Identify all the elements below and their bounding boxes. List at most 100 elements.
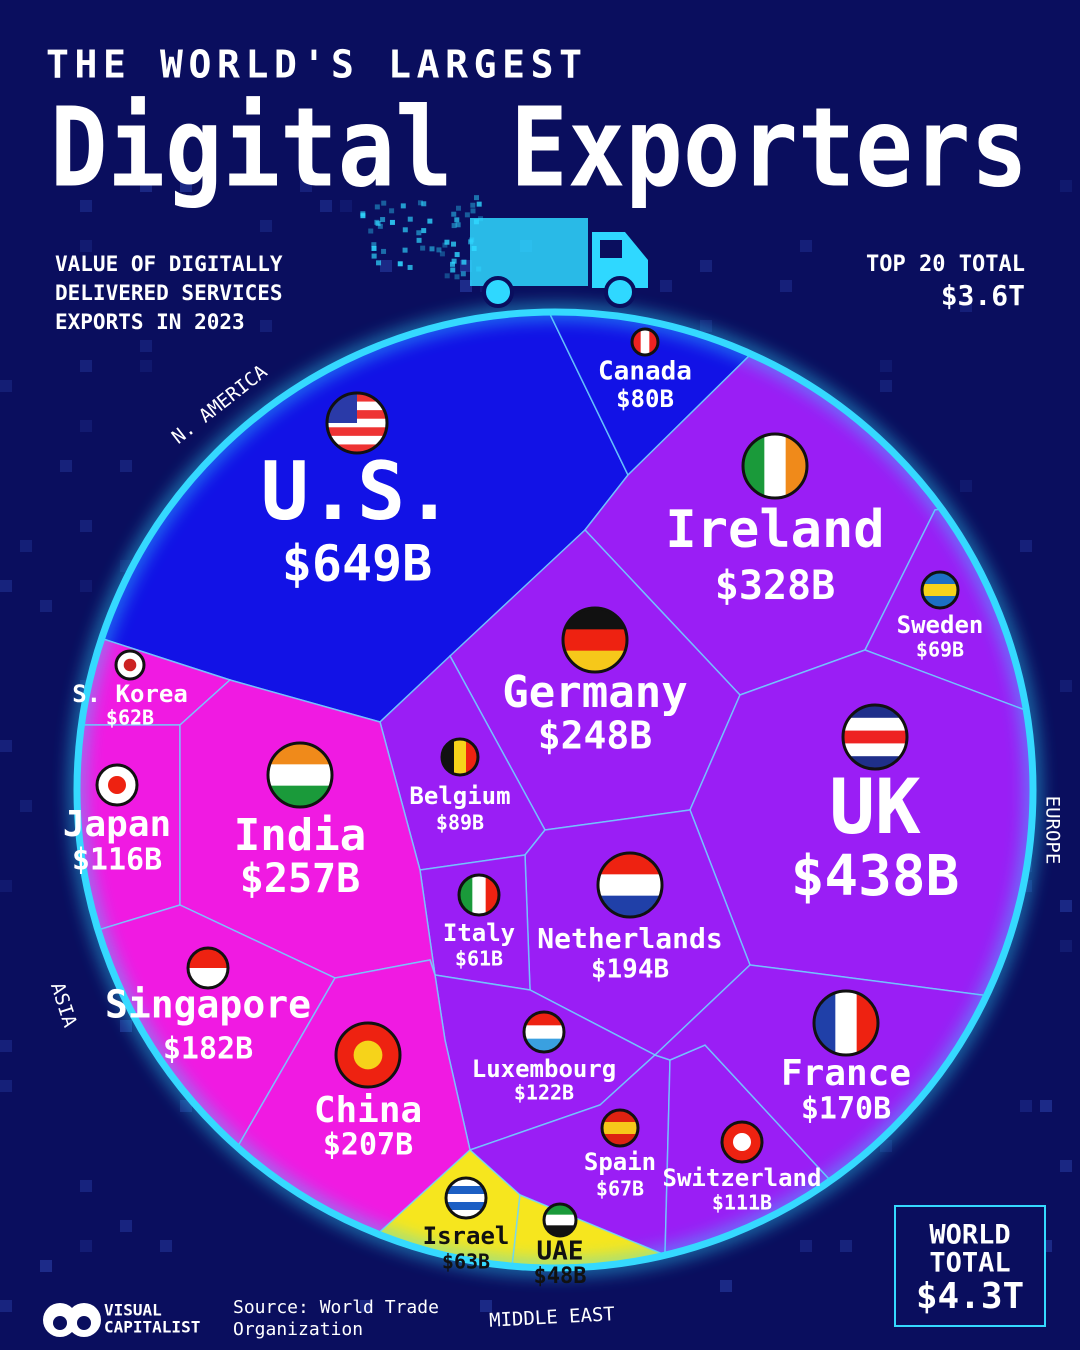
pixel xyxy=(360,213,366,219)
subtitle: VALUE OF DIGITALLY xyxy=(55,252,283,276)
pixel xyxy=(960,480,972,492)
flag-border xyxy=(95,763,139,807)
pixel xyxy=(451,241,457,247)
category-label: U.S. xyxy=(261,445,454,538)
pixel xyxy=(40,1260,52,1272)
pixel xyxy=(880,360,892,372)
flag-stripe xyxy=(327,435,387,445)
pixel xyxy=(439,251,445,257)
flag-stripe xyxy=(544,1214,576,1226)
pixel xyxy=(371,253,377,259)
pixel xyxy=(381,248,387,254)
value-label: $649B xyxy=(282,535,433,593)
flag-stripe xyxy=(327,418,387,428)
pixel xyxy=(1040,1100,1052,1112)
circle-outline xyxy=(73,308,1037,1272)
pixel xyxy=(340,200,352,212)
category-label: Germany xyxy=(502,667,687,718)
flag-stripe xyxy=(454,739,467,775)
cells xyxy=(77,312,1033,1268)
pixel xyxy=(1020,1100,1032,1112)
category-label: India xyxy=(234,810,366,861)
flag-stripe xyxy=(843,730,907,744)
pixel xyxy=(360,1300,372,1312)
pixel xyxy=(400,203,406,209)
flag xyxy=(444,1176,488,1220)
pixel xyxy=(454,274,460,280)
pixel xyxy=(80,360,92,372)
category-label: Japan xyxy=(63,804,171,845)
flag xyxy=(440,737,480,777)
pixel xyxy=(80,420,92,432)
pixel xyxy=(0,580,12,592)
value-label: $111B xyxy=(712,1191,772,1215)
flag-stripe xyxy=(544,1225,576,1236)
pixel xyxy=(421,228,427,234)
pixel xyxy=(473,195,479,201)
pixel xyxy=(20,540,32,552)
pixel xyxy=(455,205,461,211)
flag xyxy=(561,606,629,674)
pixel xyxy=(300,180,312,192)
pixel xyxy=(407,264,413,270)
value-label: $182B xyxy=(163,1032,253,1067)
flag-stripe xyxy=(446,1202,486,1211)
category-label: Switzerland xyxy=(663,1164,822,1192)
pixel xyxy=(60,460,72,472)
pixel xyxy=(1060,1160,1072,1172)
flag xyxy=(600,1108,640,1148)
value-label: $63B xyxy=(442,1250,490,1274)
category-label: Sweden xyxy=(897,611,984,639)
value-label: $62B xyxy=(106,706,154,730)
pixel xyxy=(140,180,152,192)
pixel xyxy=(380,260,392,272)
subtitle: DELIVERED SERVICES xyxy=(55,281,283,305)
pixel xyxy=(80,520,92,532)
pixel xyxy=(160,1240,172,1252)
pixel xyxy=(427,218,433,224)
flag xyxy=(266,741,334,809)
flag xyxy=(920,570,960,610)
flag-stripe xyxy=(598,874,662,897)
pixel xyxy=(374,204,380,210)
source: Organization xyxy=(233,1319,363,1340)
pixel xyxy=(416,237,422,243)
pixel xyxy=(40,600,52,612)
pixel xyxy=(455,222,461,228)
pixel xyxy=(120,460,132,472)
flag-border xyxy=(596,851,664,919)
flag-border xyxy=(334,1021,402,1089)
pixel xyxy=(450,261,456,267)
flag-border xyxy=(841,703,909,771)
pixel xyxy=(371,242,377,248)
flag-stripe xyxy=(843,717,907,732)
brand: CAPITALIST xyxy=(104,1318,200,1337)
flag-stripe xyxy=(446,1186,486,1195)
pixel xyxy=(260,320,272,332)
flag xyxy=(542,1202,578,1238)
pixel xyxy=(780,280,792,292)
flag-emblem xyxy=(353,1040,383,1070)
flag-border xyxy=(542,1202,578,1238)
pixel xyxy=(1060,680,1072,692)
pixel xyxy=(444,239,450,245)
value-label: $328B xyxy=(715,563,835,609)
flag-stripe xyxy=(649,329,658,355)
value-label: $248B xyxy=(538,714,652,758)
flag-stripe xyxy=(327,444,387,453)
value-label: $194B xyxy=(591,955,669,985)
pixel xyxy=(377,223,383,229)
world-total-label: TOTAL xyxy=(929,1248,1010,1279)
flag-stripe xyxy=(563,629,627,652)
flag-stripe xyxy=(446,1194,486,1203)
category-label: UK xyxy=(829,762,921,851)
pixel xyxy=(720,1280,732,1292)
flag-stripe xyxy=(922,584,958,597)
pixel xyxy=(1020,540,1032,552)
flag xyxy=(741,432,809,500)
category-label: France xyxy=(781,1053,911,1094)
pixel xyxy=(368,228,374,234)
pixel xyxy=(800,1240,812,1252)
pixel xyxy=(389,219,395,225)
category-label: Canada xyxy=(598,357,692,387)
